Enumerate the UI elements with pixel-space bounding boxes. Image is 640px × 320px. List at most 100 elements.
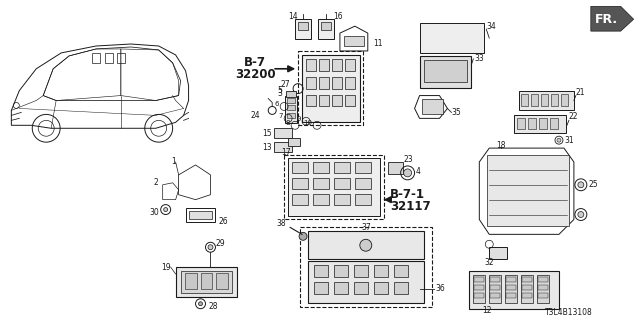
Bar [306,95,316,107]
Bar [489,247,507,259]
Bar [388,162,403,174]
Bar [186,208,216,222]
Text: 28: 28 [209,302,218,311]
Text: 26: 26 [218,217,228,226]
Text: 5: 5 [277,86,282,95]
Bar [420,23,484,53]
Text: 29: 29 [216,239,225,248]
Circle shape [404,169,412,177]
Text: 13: 13 [262,143,272,152]
Bar [345,95,355,107]
Bar [314,265,328,277]
Text: B-7-1: B-7-1 [390,188,425,201]
Bar [287,106,295,110]
Bar [355,194,371,204]
Bar [274,142,292,152]
Text: 1: 1 [171,157,175,166]
Bar [538,277,548,282]
Circle shape [198,302,202,306]
Text: 14: 14 [288,12,298,21]
Bar [374,265,388,277]
Bar [420,56,471,88]
Text: 6: 6 [275,101,279,108]
Bar [274,128,292,138]
Bar [334,162,350,173]
Text: 33: 33 [474,54,484,63]
Text: 11: 11 [372,38,382,48]
Bar [474,275,485,303]
Bar [519,91,574,110]
Bar [394,265,408,277]
Text: 23: 23 [404,156,413,164]
Bar [521,93,528,107]
Bar [528,118,536,129]
Text: 32200: 32200 [235,68,276,81]
Bar [318,19,334,39]
Bar [184,273,196,289]
Bar [489,275,501,303]
Bar [319,95,329,107]
Text: FR.: FR. [595,13,618,26]
Bar [344,36,364,46]
Text: 32117: 32117 [390,200,430,213]
Bar [313,194,329,204]
Bar [105,53,113,63]
Bar [506,285,516,290]
Bar [287,98,295,102]
Text: 36: 36 [435,284,445,293]
Bar [522,293,532,298]
Text: 21: 21 [576,88,586,97]
Bar [288,138,300,146]
Bar [302,55,360,122]
Text: 27: 27 [280,80,290,89]
Bar [321,22,331,30]
Bar [319,59,329,71]
Bar [216,273,228,289]
Bar [287,113,295,118]
Bar [332,95,342,107]
Bar [531,93,538,107]
Bar [288,158,380,215]
Bar [551,93,558,107]
Text: B-7: B-7 [244,56,266,69]
Bar [284,155,384,220]
Bar [298,51,363,125]
Bar [332,77,342,89]
Bar [514,116,566,133]
Bar [306,59,316,71]
Circle shape [208,245,213,250]
Text: 31: 31 [564,136,573,145]
Bar [474,277,484,282]
Circle shape [557,138,561,142]
Bar [424,60,467,82]
Bar [200,273,212,289]
Bar [189,211,212,220]
Bar [345,77,355,89]
Bar [490,293,500,298]
Bar [490,277,500,282]
Bar [355,178,371,189]
Text: 7: 7 [278,113,283,119]
Bar [474,293,484,298]
Text: T3L4B13108: T3L4B13108 [545,308,593,317]
Circle shape [164,208,168,212]
Text: 35: 35 [451,108,461,117]
Text: 17: 17 [282,148,291,156]
Bar [334,178,350,189]
Circle shape [578,182,584,188]
Bar [521,275,533,303]
Bar [345,59,355,71]
Bar [292,178,308,189]
Bar [505,275,517,303]
Bar [487,155,569,227]
Text: 19: 19 [161,263,171,272]
Bar [355,162,371,173]
Text: 34: 34 [486,22,496,31]
Polygon shape [591,6,634,31]
Text: 24: 24 [251,111,260,120]
Bar [539,118,547,129]
Bar [313,162,329,173]
Text: 12: 12 [483,306,492,315]
Bar [295,19,311,39]
Bar [517,118,525,129]
